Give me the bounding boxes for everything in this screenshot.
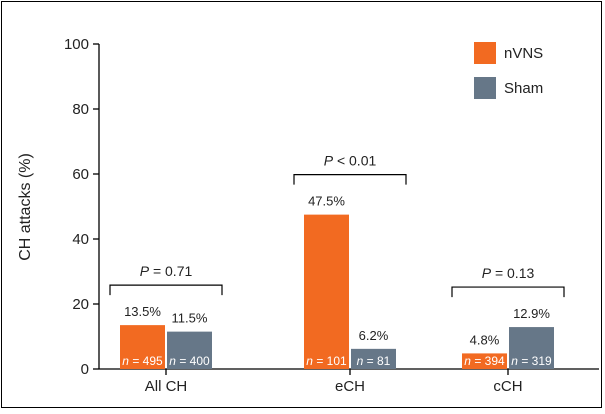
- y-tick-label: 20: [72, 296, 89, 313]
- p-value-label: P = 0.13: [482, 265, 535, 281]
- significance-bracket: [109, 284, 223, 296]
- n-label: n = 319: [511, 354, 552, 368]
- value-label: 6.2%: [359, 328, 389, 343]
- bar-nvns: [120, 325, 165, 369]
- bar-sham: [509, 327, 554, 369]
- p-value-label: P < 0.01: [324, 153, 377, 169]
- y-axis-label: CH attacks (%): [17, 153, 34, 261]
- n-label: n = 81: [357, 354, 391, 368]
- value-label: 47.5%: [308, 194, 345, 209]
- significance-bracket: [451, 286, 565, 298]
- bar-nvns: [304, 214, 349, 369]
- value-label: 13.5%: [124, 304, 161, 319]
- value-label: 12.9%: [513, 306, 550, 321]
- legend-label-nvns: nVNS: [504, 45, 543, 62]
- bar-sham: [351, 348, 396, 369]
- x-tick-label: All CH: [145, 378, 188, 395]
- y-tick-label: 80: [72, 101, 89, 118]
- chart-frame: CH attacks (%) 0 20 40 60 80 100 All CH eCH cCH …: [1, 1, 602, 408]
- bars: 13.5% n = 495 11.5% n = 400 P = 0.71 47.5% n =…: [109, 153, 565, 369]
- n-label: n = 400: [169, 354, 210, 368]
- value-label: 11.5%: [172, 311, 208, 326]
- y-tick-label: 0: [81, 361, 89, 378]
- x-tick-label: eCH: [335, 378, 365, 395]
- y-tick-label: 100: [64, 36, 89, 53]
- n-label: n = 495: [122, 354, 163, 368]
- value-label: 4.8%: [470, 332, 500, 347]
- n-label: n = 394: [464, 354, 505, 368]
- y-tick-label: 60: [72, 166, 89, 183]
- axes: 0 20 40 60 80 100 All CH eCH cCH: [64, 36, 599, 395]
- significance-bracket: [293, 174, 407, 185]
- y-tick-label: 40: [72, 231, 89, 248]
- x-tick-label: cCH: [493, 378, 522, 395]
- bar-sham: [167, 331, 212, 369]
- legend-swatch-sham: [474, 77, 496, 99]
- legend-label-sham: Sham: [504, 80, 543, 97]
- p-value-label: P = 0.71: [140, 263, 193, 279]
- legend-swatch-nvns: [474, 42, 496, 64]
- bar-nvns: [462, 353, 507, 369]
- legend: nVNS Sham: [474, 42, 543, 99]
- n-label: n = 101: [306, 354, 347, 368]
